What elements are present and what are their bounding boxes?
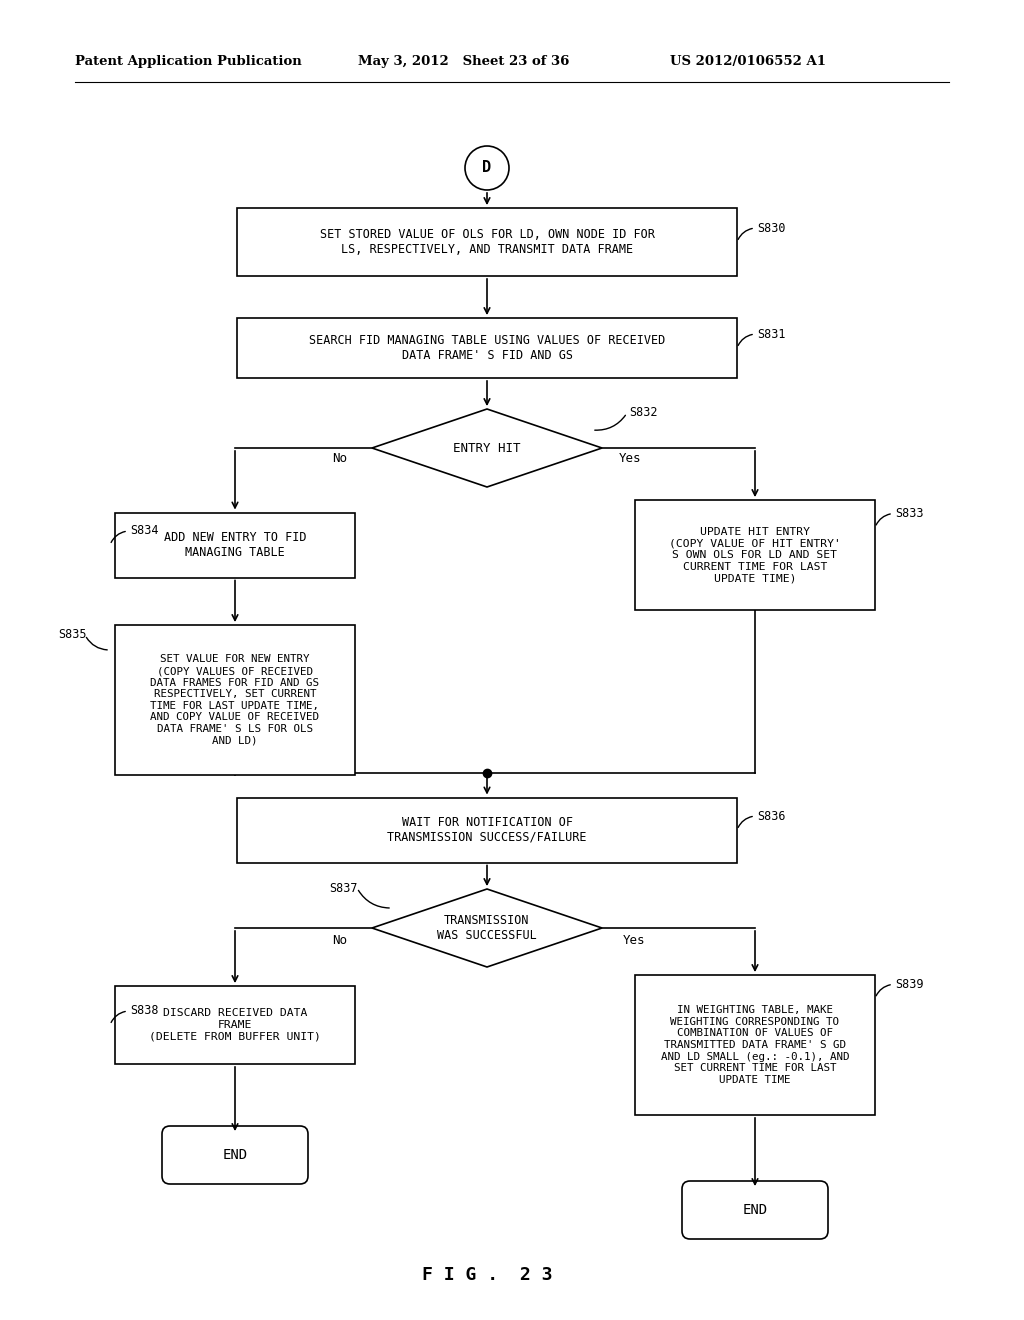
Text: END: END: [222, 1148, 248, 1162]
Text: Patent Application Publication: Patent Application Publication: [75, 55, 302, 69]
Text: May 3, 2012   Sheet 23 of 36: May 3, 2012 Sheet 23 of 36: [358, 55, 569, 69]
Text: S832: S832: [629, 407, 657, 420]
Text: SET STORED VALUE OF OLS FOR LD, OWN NODE ID FOR
LS, RESPECTIVELY, AND TRANSMIT D: SET STORED VALUE OF OLS FOR LD, OWN NODE…: [319, 228, 654, 256]
Text: S839: S839: [895, 978, 924, 991]
FancyBboxPatch shape: [237, 209, 737, 276]
FancyBboxPatch shape: [115, 986, 355, 1064]
Text: ENTRY HIT: ENTRY HIT: [454, 441, 521, 454]
Text: S831: S831: [757, 327, 785, 341]
Text: US 2012/0106552 A1: US 2012/0106552 A1: [670, 55, 826, 69]
Text: S837: S837: [330, 882, 358, 895]
Polygon shape: [372, 888, 602, 968]
Text: END: END: [742, 1203, 768, 1217]
Text: S830: S830: [757, 222, 785, 235]
Text: No: No: [333, 933, 347, 946]
Polygon shape: [372, 409, 602, 487]
Text: S835: S835: [58, 628, 87, 642]
FancyBboxPatch shape: [237, 797, 737, 862]
Text: UPDATE HIT ENTRY
(COPY VALUE OF HIT ENTRY'
S OWN OLS FOR LD AND SET
CURRENT TIME: UPDATE HIT ENTRY (COPY VALUE OF HIT ENTR…: [669, 527, 841, 583]
Text: No: No: [333, 451, 347, 465]
Text: SET VALUE FOR NEW ENTRY
(COPY VALUES OF RECEIVED
DATA FRAMES FOR FID AND GS
RESP: SET VALUE FOR NEW ENTRY (COPY VALUES OF …: [151, 655, 319, 746]
FancyBboxPatch shape: [162, 1126, 308, 1184]
Text: F I G .  2 3: F I G . 2 3: [422, 1266, 552, 1284]
Text: S834: S834: [130, 524, 159, 537]
Text: DISCARD RECEIVED DATA
FRAME
(DELETE FROM BUFFER UNIT): DISCARD RECEIVED DATA FRAME (DELETE FROM…: [150, 1008, 321, 1041]
Text: IN WEIGHTING TABLE, MAKE
WEIGHTING CORRESPONDING TO
COMBINATION OF VALUES OF
TRA: IN WEIGHTING TABLE, MAKE WEIGHTING CORRE…: [660, 1006, 849, 1085]
Text: ADD NEW ENTRY TO FID
MANAGING TABLE: ADD NEW ENTRY TO FID MANAGING TABLE: [164, 531, 306, 558]
FancyBboxPatch shape: [237, 318, 737, 378]
Circle shape: [465, 147, 509, 190]
FancyBboxPatch shape: [635, 975, 874, 1115]
Text: D: D: [482, 161, 492, 176]
FancyBboxPatch shape: [115, 624, 355, 775]
Text: S833: S833: [895, 507, 924, 520]
FancyBboxPatch shape: [115, 512, 355, 578]
Text: WAIT FOR NOTIFICATION OF
TRANSMISSION SUCCESS/FAILURE: WAIT FOR NOTIFICATION OF TRANSMISSION SU…: [387, 816, 587, 843]
Text: S838: S838: [130, 1005, 159, 1018]
Text: TRANSMISSION
WAS SUCCESSFUL: TRANSMISSION WAS SUCCESSFUL: [437, 913, 537, 942]
Text: S836: S836: [757, 809, 785, 822]
Text: SEARCH FID MANAGING TABLE USING VALUES OF RECEIVED
DATA FRAME' S FID AND GS: SEARCH FID MANAGING TABLE USING VALUES O…: [309, 334, 666, 362]
Text: Yes: Yes: [618, 451, 641, 465]
Text: Yes: Yes: [623, 933, 645, 946]
FancyBboxPatch shape: [682, 1181, 828, 1239]
FancyBboxPatch shape: [635, 500, 874, 610]
